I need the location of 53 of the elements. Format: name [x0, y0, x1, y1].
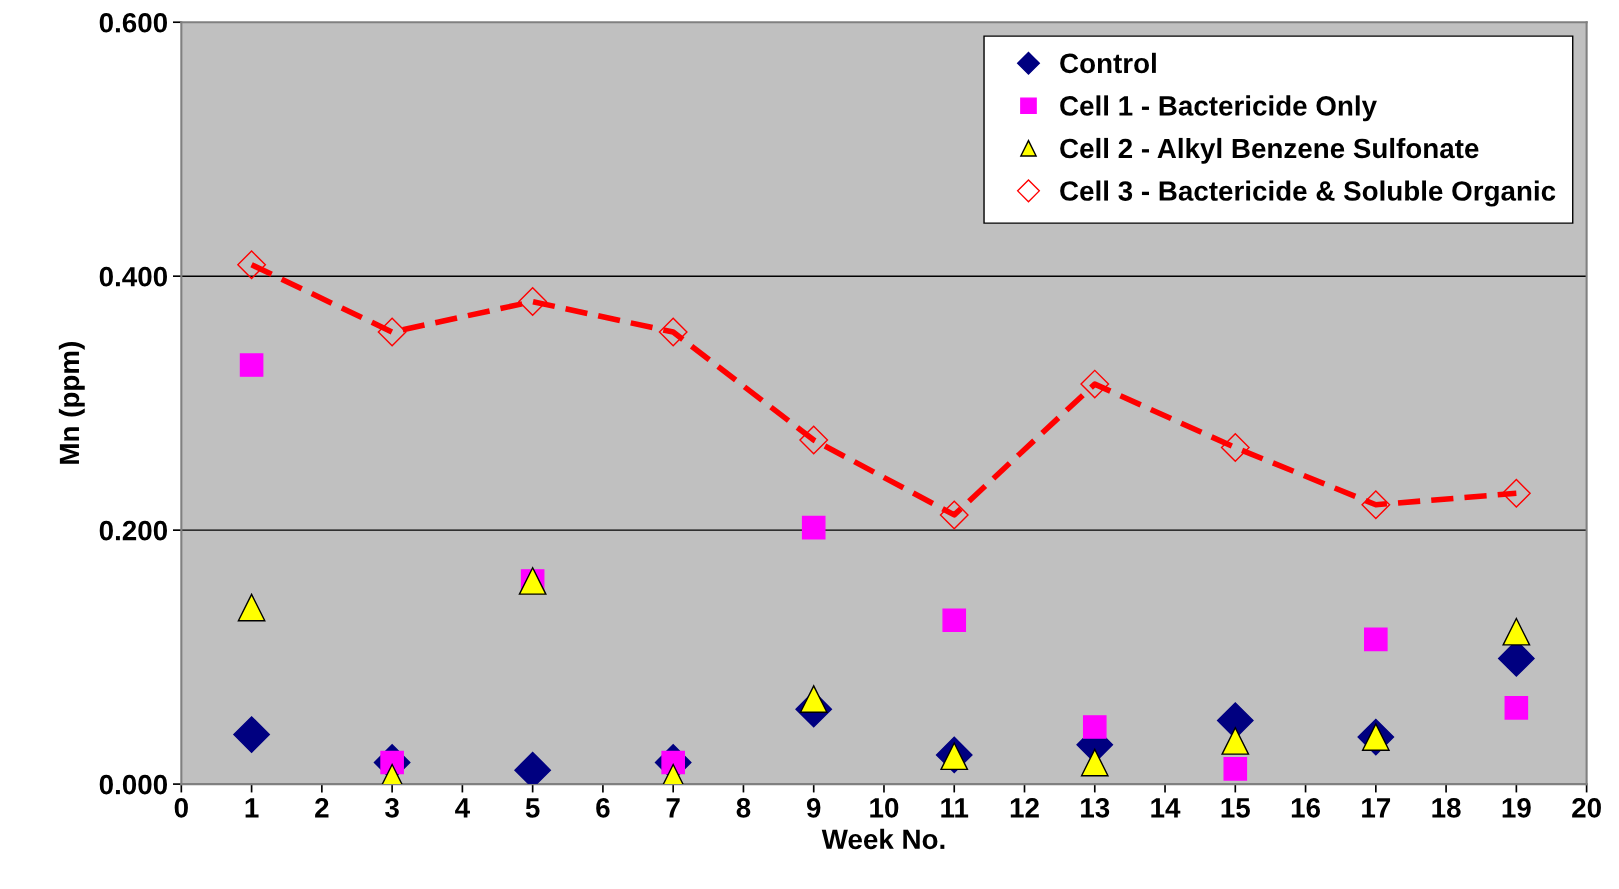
x-axis-title: Week No.: [821, 828, 945, 850]
y-tick-label: 0.400: [99, 266, 167, 287]
legend-label: Control: [1060, 52, 1156, 74]
point: [1220, 433, 1250, 463]
x-tick-label: 2: [315, 798, 329, 818]
point: [237, 593, 266, 622]
x-tick-label: 6: [596, 798, 610, 818]
y-tick-label: 0.600: [99, 12, 167, 33]
legend-label: Cell 2 - Alkyl Benzene Sulfonate: [1060, 137, 1479, 164]
point: [1080, 748, 1109, 777]
x-tick-label: 11: [941, 798, 969, 818]
x-tick-label: 15: [1221, 798, 1250, 818]
point: [1364, 627, 1388, 652]
point: [1502, 617, 1531, 646]
x-tick-label: 3: [385, 798, 399, 818]
point: [658, 317, 688, 347]
y-tick-label: 0.000: [99, 774, 167, 795]
legend-label: Cell 1 - Bactericide Only: [1060, 95, 1377, 122]
point: [1082, 715, 1107, 739]
x-tick-label: 1: [245, 798, 259, 818]
x-tick-label: 13: [1081, 798, 1110, 818]
point: [377, 317, 407, 347]
point: [237, 250, 267, 280]
point: [1223, 757, 1248, 781]
point: [1221, 727, 1250, 755]
y-axis-title: Mn (ppm): [58, 342, 85, 464]
point: [239, 353, 264, 377]
x-tick-label: 20: [1572, 798, 1601, 818]
point: [518, 287, 548, 317]
y-tick-label: 0.200: [99, 520, 167, 541]
x-tick-label: 7: [666, 798, 680, 818]
point: [1504, 696, 1529, 720]
x-tick-label: 19: [1502, 798, 1531, 818]
point: [942, 608, 967, 633]
point: [939, 500, 969, 530]
x-tick-label: 14: [1151, 798, 1181, 818]
x-tick-label: 18: [1432, 798, 1461, 818]
x-tick-label: 17: [1362, 798, 1391, 818]
x-tick-label: 4: [455, 798, 470, 818]
x-tick-label: 10: [870, 798, 899, 818]
x-tick-label: 9: [806, 798, 821, 818]
x-tick-label: 8: [736, 798, 751, 818]
x-tick-label: 0: [174, 798, 188, 818]
point: [233, 716, 270, 753]
point: [1501, 478, 1531, 508]
x-tick-label: 12: [1010, 798, 1039, 818]
point: [1080, 369, 1110, 399]
point: [799, 425, 829, 455]
legend-label: Cell 3 - Bactericide & Soluble Organic: [1060, 180, 1556, 207]
x-tick-label: 16: [1291, 798, 1321, 818]
x-tick-label: 5: [525, 798, 540, 818]
point: [801, 515, 826, 540]
point: [1361, 490, 1391, 520]
